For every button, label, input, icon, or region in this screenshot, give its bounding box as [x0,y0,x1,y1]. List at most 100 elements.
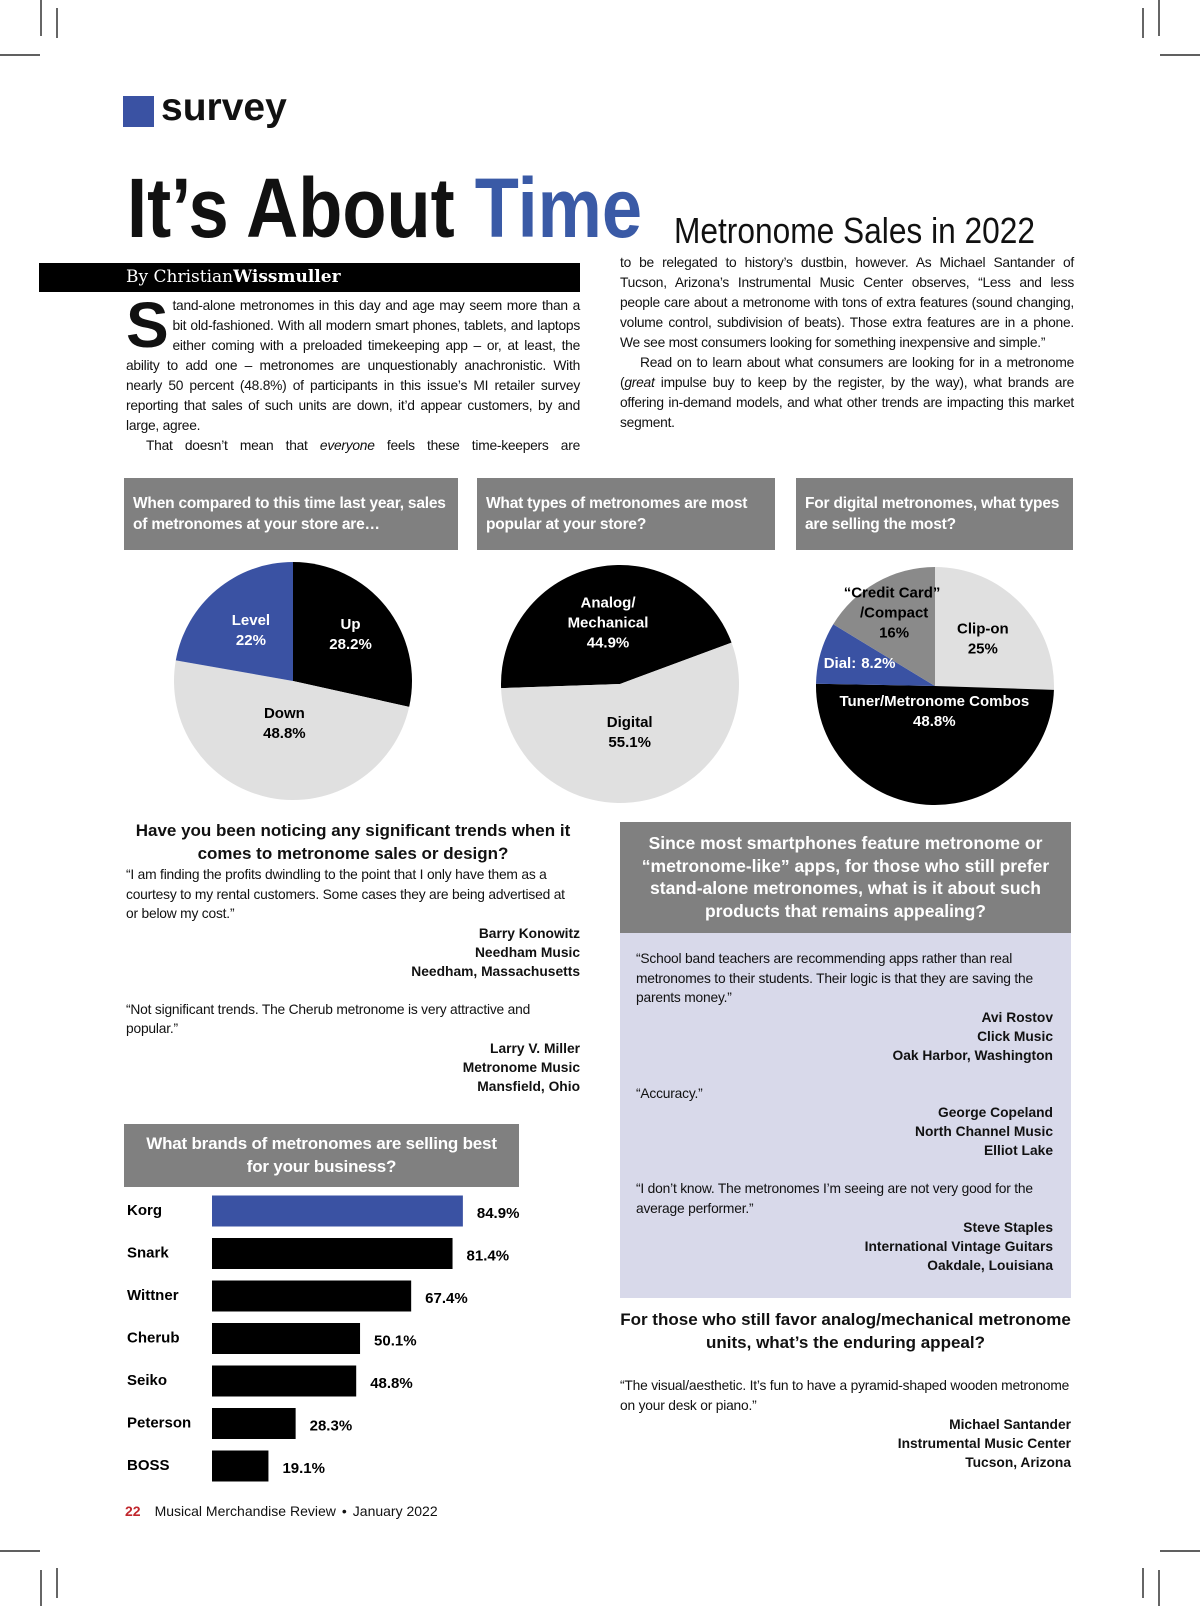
qa-answers: “School band teachers are recommending a… [620,933,1071,1298]
category-label: Analog/Mechanical [568,594,649,631]
respondent-name: Steve Staples [963,1220,1053,1235]
bar [212,1238,453,1269]
byline-name: Wissmuller [233,267,341,287]
category-label: Snark [127,1244,169,1261]
bar [212,1195,463,1227]
byline-prefix: By Christian [126,267,234,287]
category-label: Wittner [127,1287,179,1304]
category-label: Tuner/Metronome Combos [839,693,1029,710]
page-number: 22 [125,1503,141,1519]
chart-title: What types of metronomes are most popula… [477,478,775,550]
footer: 22 Musical Merchandise Review • January 202… [125,1503,438,1519]
respondent-name: George Copeland [938,1105,1053,1120]
value-label: 67.4% [425,1290,468,1307]
article-column: to be relegated to history’s dustbin, ho… [620,253,1074,433]
paragraph: Read on to learn about what consumers ar… [620,353,1074,433]
answer: “School band teachers are recommending a… [636,949,1053,1065]
quote: “Not significant trends. The Cherub metr… [126,1001,531,1037]
respondent-name: Michael Santander [949,1417,1071,1432]
category-label: Dial: [824,655,857,672]
value-label: 28.2% [329,636,372,653]
value-label: 28.3% [310,1417,353,1434]
text: impulse buy to keep by the register, by … [620,375,1074,430]
respondent-store: North Channel Music [915,1124,1053,1139]
attribution: Michael Santander Instrumental Music Cent… [620,1415,1071,1472]
value-label: 81.4% [467,1247,510,1264]
bar [212,1408,296,1439]
answer: “I don’t know. The metronomes I’m seeing… [636,1179,1053,1275]
pie-slice [816,624,935,686]
question: Have you been noticing any significant t… [135,821,571,863]
emphasis: everyone [319,438,375,453]
value-label: 48.8% [913,713,956,730]
respondent-store: Instrumental Music Center [897,1436,1071,1451]
pie-slice [833,567,935,686]
category-label: BOSS [127,1457,170,1474]
label-line: Mechanical [568,614,649,631]
subtitle: Metronome Sales in 2022 [674,210,1036,251]
quote: “The visual/aesthetic. It’s fun to have … [620,1378,1070,1413]
label-line: Tuner/Metronome Combos [839,693,1029,710]
label-line: Down [264,705,305,722]
value-label: 48.8% [370,1375,413,1392]
bar-chart: Korg 84.9% Snark 81.4% Wittner 67.4% Cherub 50.… [127,1195,519,1482]
paragraph: to be relegated to history’s dustbin, ho… [620,253,1074,353]
attribution: Barry Konowitz Needham Music Needham, Mass… [126,924,580,981]
respondent-store: Metronome Music [462,1059,580,1075]
label-line: Up [341,616,361,633]
respondent-location: Needham, Massachusetts [411,963,580,979]
pie-slice [174,660,410,800]
attribution: George Copeland North Channel Music Elliot… [636,1103,1053,1160]
category-label: Down [264,705,305,722]
chart-title: For digital metronomes, what types are s… [796,478,1073,550]
quote: “School band teachers are recommending a… [636,951,1033,1005]
attribution: Larry V. Miller Metronome Music Mansfield,… [126,1039,580,1096]
category-label: Level [232,612,270,629]
bar [212,1365,357,1397]
publication: Musical Merchandise Review [154,1503,336,1519]
value-label: 48.8% [263,725,306,742]
separator: • [341,1503,347,1519]
category-label: “Credit Card” /Compact [844,584,945,621]
category-label: Korg [127,1202,162,1219]
question: For those who still favor analog/mechani… [620,1310,1071,1352]
respondent-store: Needham Music [474,944,580,960]
quote: “I don’t know. The metronomes I’m seeing… [636,1181,1033,1216]
issue-date: January 2022 [352,1503,438,1519]
bar [212,1280,412,1312]
respondent-store: International Vintage Guitars [864,1239,1053,1254]
pie-slice [501,642,739,803]
category-label: Cherub [127,1329,180,1346]
respondent-location: Oakdale, Louisiana [927,1258,1053,1273]
value-label: 19.1% [282,1460,325,1477]
value-label: 22% [236,632,266,649]
respondent-location: Tucson, Arizona [965,1455,1071,1470]
respondent-name: Barry Konowitz [478,925,580,941]
category-label: Peterson [127,1414,191,1431]
pie-slice [935,567,1054,690]
qa-block: Have you been noticing any significant t… [126,820,580,1115]
respondent-location: Mansfield, Ohio [477,1078,580,1094]
pie-chart: Analog/Mechanical 44.9% Digital 55.1% [501,564,739,803]
answer: “Not significant trends. The Cherub metr… [126,1000,580,1096]
slice-label: Dial: 8.2% [824,655,896,672]
bar [212,1450,269,1482]
section-marker [123,96,154,127]
value-label: 8.2% [861,655,895,672]
headline-highlight: Time [474,161,643,255]
label-line: /Compact [860,604,928,621]
emphasis: great [624,375,655,390]
text: tand-alone metronomes in this day and ag… [126,298,580,433]
pie-chart: Clip-on 25% Tuner/Metronome Combos 48.8% Dia… [816,567,1054,805]
text: That doesn’t mean that [146,438,320,453]
respondent-location: Elliot Lake [983,1143,1053,1158]
label-line: Clip-on [957,621,1009,638]
pie-slice [501,564,732,689]
paragraph: That doesn’t mean that everyone feels th… [126,436,580,456]
category-label: Digital [607,714,653,731]
attribution: Avi Rostov Click Music Oak Harbor, Washing… [636,1008,1053,1065]
pie-chart: Up 28.2% Down 48.8% Level 22% [174,562,412,800]
